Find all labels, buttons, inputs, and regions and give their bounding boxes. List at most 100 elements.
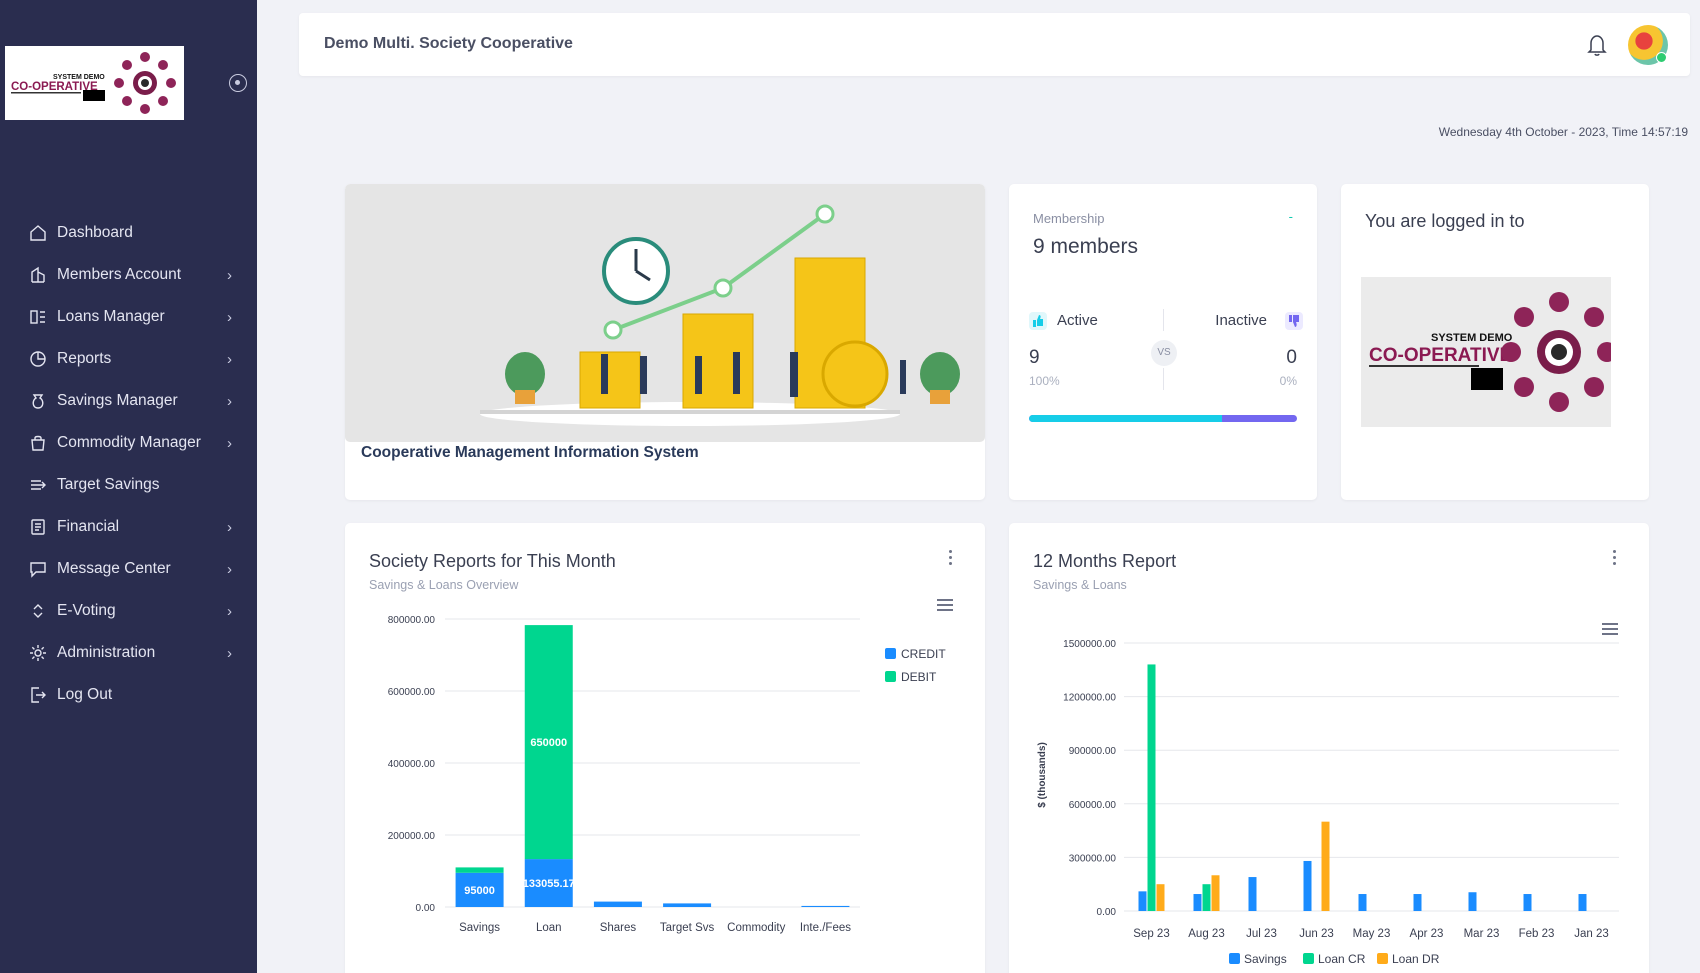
gear-icon [28,643,48,663]
sidebar-toggle-button[interactable] [229,74,247,92]
membership-card: Membership - 9 members Active Inactive V… [1009,184,1317,500]
membership-progress [1029,415,1297,422]
sidebar-item-label: Target Savings [57,476,160,493]
more-menu-icon[interactable] [949,550,953,568]
active-count: 9 [1029,347,1040,368]
legend-swatch [885,648,896,659]
piggy-bank-icon [28,391,48,411]
sidebar-nav: Dashboard Members Account › Loans Manage… [0,212,257,716]
bar-savings [1578,894,1587,911]
sidebar-item-log-out[interactable]: Log Out [0,674,257,716]
sidebar-item-dashboard[interactable]: Dashboard [0,212,257,254]
inactive-label: Inactive [1215,312,1267,329]
avatar[interactable] [1628,25,1668,65]
y-axis-label: $ (thousands) [1037,742,1048,808]
chart-subtitle: Savings & Loans [1033,578,1127,592]
brand-logo[interactable]: SYSTEM DEMO CO-OPERATIVE [5,46,184,120]
bar-credit [455,872,504,907]
date-time: Wednesday 4th October - 2023, Time 14:57… [1438,125,1688,139]
bar-savings [1248,877,1257,911]
sidebar-item-financial[interactable]: Financial › [0,506,257,548]
data-label: 95000 [464,885,495,897]
legend-label: CREDIT [901,647,946,661]
active-label: Active [1057,312,1098,329]
y-tick-label: 300000.00 [1069,853,1117,864]
x-tick-label: Sep 23 [1133,928,1169,940]
sidebar-item-savings-manager[interactable]: Savings Manager › [0,380,257,422]
monthly-bar-chart: 0.00 200000.00 400000.00 600000.00 800000.00… [388,615,947,934]
hero-illustration [345,184,985,442]
bar-loan-dr [1321,821,1330,911]
sidebar-item-loans-manager[interactable]: Loans Manager › [0,296,257,338]
chevron-right-icon: › [227,434,232,452]
y-tick-label: 600000.00 [1069,800,1117,811]
members-icon [28,265,48,285]
x-tick-label: Feb 23 [1519,928,1555,940]
y-tick-label: 900000.00 [1069,746,1117,757]
chevron-right-icon: › [227,560,232,578]
hero-caption: Cooperative Management Information Syste… [361,444,699,461]
sidebar-item-label: Administration [57,644,156,661]
x-tick-label: Savings [459,922,500,934]
society-logo: SYSTEM DEMO CO-OPERATIVE [1361,277,1611,427]
sidebar-item-reports[interactable]: Reports › [0,338,257,380]
bar-savings [1413,894,1422,911]
more-menu-icon[interactable] [1613,550,1617,568]
logo-line2: CO-OPERATIVE [1369,345,1512,366]
yearly-bar-chart: 0.00 300000.00 600000.00 900000.00 1200000.0… [1037,639,1619,966]
sidebar-item-label: Dashboard [57,224,133,241]
shopping-bag-icon [28,433,48,453]
x-tick-label: Aug 23 [1188,928,1224,940]
x-tick-label: Jan 23 [1574,928,1609,940]
sidebar-item-label: Savings Manager [57,392,178,409]
logged-in-card: You are logged in to SYSTEM DEMO CO-OPER… [1341,184,1649,500]
x-tick-label: Inte./Fees [800,922,851,934]
y-tick-label: 200000.00 [388,831,436,842]
topbar: Demo Multi. Society Cooperative [299,13,1690,76]
bar-credit [663,903,712,907]
chevron-right-icon: › [227,350,232,368]
chart-menu-icon[interactable] [1602,623,1618,635]
sidebar-item-administration[interactable]: Administration › [0,632,257,674]
chevron-right-icon: › [227,392,232,410]
chart-menu-icon[interactable] [937,599,953,611]
y-tick-label: 1500000.00 [1063,639,1116,650]
monthly-report-card: Society Reports for This Month Savings &… [345,523,985,973]
hero-card: Cooperative Management Information Syste… [345,184,985,500]
bar-loan-cr [1202,884,1211,911]
chevron-right-icon: › [227,308,232,326]
chart-subtitle: Savings & Loans Overview [369,578,519,592]
thumbs-up-icon [1029,312,1047,330]
membership-dash: - [1288,209,1293,224]
message-icon [28,559,48,579]
sidebar-item-members-account[interactable]: Members Account › [0,254,257,296]
bar-credit [524,859,573,907]
logo-line1: SYSTEM DEMO [1431,332,1513,344]
sidebar-item-commodity-manager[interactable]: Commodity Manager › [0,422,257,464]
home-icon [28,223,48,243]
bar-savings [1303,860,1312,911]
data-label: 133055.17 [523,878,575,890]
divider [1163,309,1164,331]
x-tick-label: Loan [536,922,562,934]
bar-savings [1358,894,1367,911]
loans-icon [28,307,48,327]
bar-loan-dr [1156,884,1165,911]
membership-progress-fill [1029,415,1222,422]
sidebar-item-target-savings[interactable]: Target Savings [0,464,257,506]
bar-loan-cr [1147,664,1156,911]
brand-line1: SYSTEM DEMO [53,74,105,81]
membership-count: 9 members [1033,235,1139,258]
bar-savings [1468,892,1477,911]
brand-line2: CO-OPERATIVE [11,81,98,93]
x-tick-label: Target Svs [660,922,715,934]
bell-icon[interactable] [1586,33,1608,57]
sidebar-item-e-voting[interactable]: E-Voting › [0,590,257,632]
sidebar-item-label: Members Account [57,266,182,283]
x-tick-label: May 23 [1353,928,1391,940]
y-tick-label: 0.00 [1097,907,1117,918]
chevron-right-icon: › [227,518,232,536]
y-tick-label: 800000.00 [388,615,436,626]
sidebar: SYSTEM DEMO CO-OPERATIVE Dashboard [0,0,257,973]
sidebar-item-message-center[interactable]: Message Center › [0,548,257,590]
